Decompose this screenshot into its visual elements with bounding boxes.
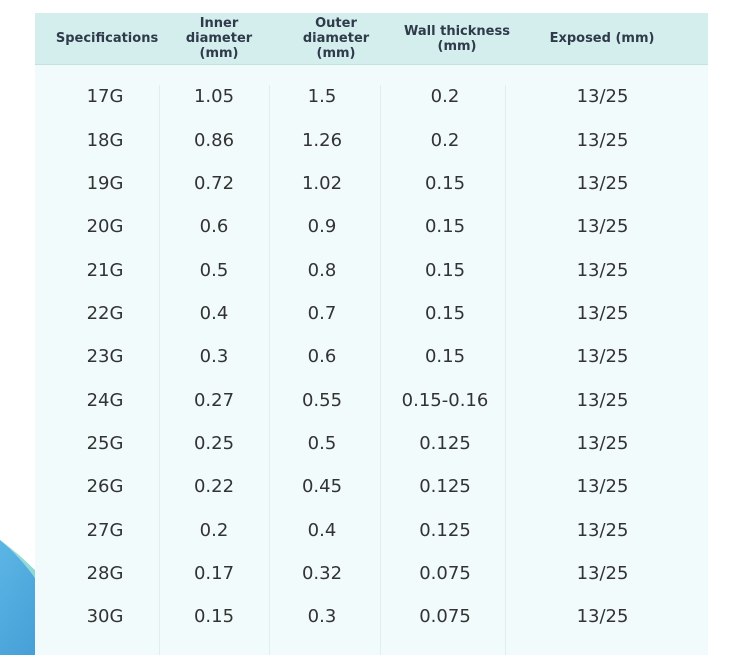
cell-exposed: 13/25 (576, 476, 629, 497)
cell-specification: 26G (86, 476, 124, 497)
spec-table: Specifications Inner diameter (mm) Outer… (35, 13, 708, 655)
cell-exposed: 13/25 (576, 346, 629, 367)
cell-wall-thickness: 0.075 (419, 563, 471, 584)
cell-wall-thickness: 0.075 (419, 606, 471, 627)
cell-inner-diameter: 1.05 (193, 86, 235, 107)
cell-specification: 21G (86, 260, 124, 281)
cell-exposed: 13/25 (576, 86, 629, 107)
cell-specification: 24G (86, 390, 124, 411)
table-row: 20G 0.6 0.9 0.15 13/25 (35, 207, 708, 247)
header-inner-diameter: Inner diameter (mm) (185, 16, 253, 61)
cell-exposed: 13/25 (576, 390, 629, 411)
cell-specification: 20G (86, 216, 124, 237)
cell-specification: 22G (86, 303, 124, 324)
table-row: 19G 0.72 1.02 0.15 13/25 (35, 164, 708, 204)
cell-outer-diameter: 1.02 (301, 173, 343, 194)
cell-outer-diameter: 0.3 (307, 606, 337, 627)
cell-outer-diameter: 0.32 (301, 563, 343, 584)
cell-exposed: 13/25 (576, 433, 629, 454)
cell-specification: 28G (86, 563, 124, 584)
cell-specification: 17G (86, 86, 124, 107)
column-divider (269, 85, 270, 655)
cell-inner-diameter: 0.27 (193, 390, 235, 411)
table-row: 18G 0.86 1.26 0.2 13/25 (35, 121, 708, 161)
cell-exposed: 13/25 (576, 130, 629, 151)
table-row: 25G 0.25 0.5 0.125 13/25 (35, 424, 708, 464)
cell-inner-diameter: 0.3 (199, 346, 229, 367)
table-row: 22G 0.4 0.7 0.15 13/25 (35, 294, 708, 334)
table-row: 21G 0.5 0.8 0.15 13/25 (35, 251, 708, 291)
cell-exposed: 13/25 (576, 216, 629, 237)
cell-exposed: 13/25 (576, 606, 629, 627)
table-row: 30G 0.15 0.3 0.075 13/25 (35, 597, 708, 637)
table-header: Specifications Inner diameter (mm) Outer… (35, 13, 708, 65)
header-wall-thickness: Wall thickness (mm) (404, 23, 510, 54)
cell-outer-diameter: 0.9 (307, 216, 337, 237)
cell-wall-thickness: 0.125 (419, 476, 471, 497)
cell-inner-diameter: 0.6 (199, 216, 229, 237)
cell-exposed: 13/25 (576, 563, 629, 584)
cell-exposed: 13/25 (576, 303, 629, 324)
table-row: 23G 0.3 0.6 0.15 13/25 (35, 337, 708, 377)
cell-outer-diameter: 0.7 (307, 303, 337, 324)
cell-inner-diameter: 0.86 (193, 130, 235, 151)
header-exposed: Exposed (mm) (549, 31, 655, 46)
cell-wall-thickness: 0.15 (424, 173, 466, 194)
cell-specification: 30G (86, 606, 124, 627)
cell-outer-diameter: 1.26 (301, 130, 343, 151)
cell-wall-thickness: 0.15 (424, 260, 466, 281)
cell-inner-diameter: 0.2 (199, 520, 229, 541)
cell-specification: 27G (86, 520, 124, 541)
header-outer-diameter: Outer diameter (mm) (302, 16, 370, 61)
header-specifications: Specifications (55, 31, 159, 46)
cell-wall-thickness: 0.125 (419, 433, 471, 454)
table-row: 24G 0.27 0.55 0.15-0.16 13/25 (35, 381, 708, 421)
column-divider (505, 85, 506, 655)
cell-outer-diameter: 0.8 (307, 260, 337, 281)
cell-outer-diameter: 0.55 (301, 390, 343, 411)
column-divider (159, 85, 160, 655)
cell-outer-diameter: 0.5 (307, 433, 337, 454)
cell-specification: 19G (86, 173, 124, 194)
cell-specification: 25G (86, 433, 124, 454)
cell-wall-thickness: 0.15 (424, 216, 466, 237)
cell-exposed: 13/25 (576, 173, 629, 194)
column-divider (380, 85, 381, 655)
cell-exposed: 13/25 (576, 520, 629, 541)
cell-wall-thickness: 0.125 (419, 520, 471, 541)
table-row: 17G 1.05 1.5 0.2 13/25 (35, 77, 708, 117)
cell-inner-diameter: 0.5 (199, 260, 229, 281)
cell-inner-diameter: 0.15 (193, 606, 235, 627)
cell-outer-diameter: 1.5 (307, 86, 337, 107)
table-row: 27G 0.2 0.4 0.125 13/25 (35, 511, 708, 551)
cell-inner-diameter: 0.22 (193, 476, 235, 497)
cell-wall-thickness: 0.15 (424, 346, 466, 367)
cell-outer-diameter: 0.6 (307, 346, 337, 367)
cell-wall-thickness: 0.15-0.16 (401, 390, 489, 411)
cell-inner-diameter: 0.25 (193, 433, 235, 454)
cell-wall-thickness: 0.15 (424, 303, 466, 324)
cell-wall-thickness: 0.2 (430, 130, 460, 151)
cell-inner-diameter: 0.4 (199, 303, 229, 324)
cell-exposed: 13/25 (576, 260, 629, 281)
cell-inner-diameter: 0.72 (193, 173, 235, 194)
cell-wall-thickness: 0.2 (430, 86, 460, 107)
cell-specification: 18G (86, 130, 124, 151)
cell-inner-diameter: 0.17 (193, 563, 235, 584)
cell-specification: 23G (86, 346, 124, 367)
cell-outer-diameter: 0.4 (307, 520, 337, 541)
cell-outer-diameter: 0.45 (301, 476, 343, 497)
table-row: 26G 0.22 0.45 0.125 13/25 (35, 467, 708, 507)
table-row: 28G 0.17 0.32 0.075 13/25 (35, 554, 708, 594)
